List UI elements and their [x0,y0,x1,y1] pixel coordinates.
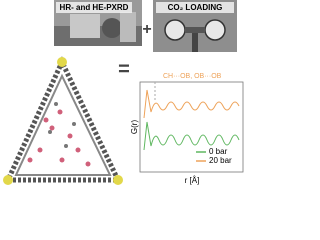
annotation: CH···OB, OB···OB [163,73,222,80]
y-label: G(r) [130,120,139,135]
equals-sign: = [118,58,130,80]
pxrd-photo [54,0,142,46]
left-label: HR- and HE-PXRD [60,3,129,12]
curve-0-bar [143,121,240,151]
plus-sign: + [142,21,151,38]
graphical-abstract: HR- and HE-PXRD + CO₂ LOADING = CH···OB,… [3,0,244,185]
framework-structure [3,56,123,185]
legend-label: 0 bar [209,147,228,156]
curve-20-bar [143,89,240,119]
right-label: CO₂ LOADING [168,3,223,12]
legend-label: 20 bar [209,156,232,165]
gr-plot [139,81,244,173]
x-label: r [Å] [185,176,200,185]
gauge-photo [153,0,237,52]
